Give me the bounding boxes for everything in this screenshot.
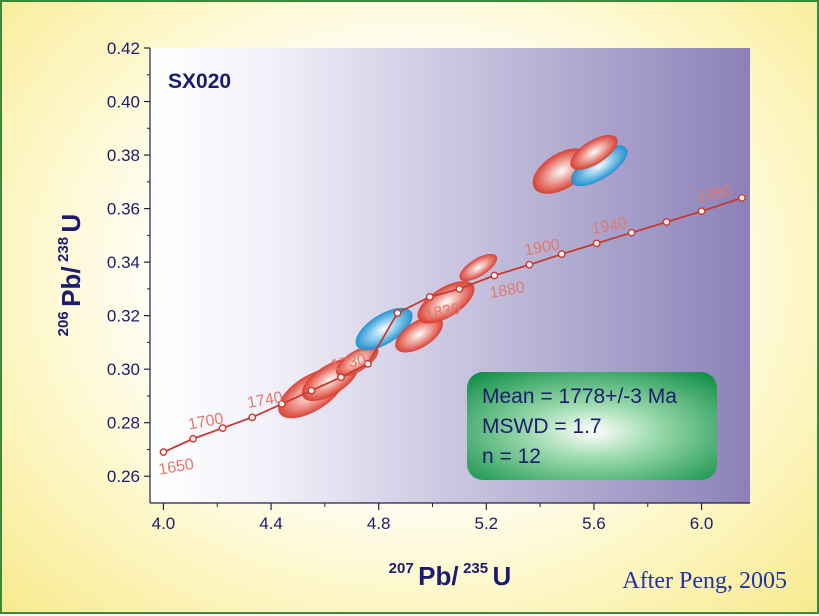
y-tick-label-8: 0.42 [107,39,140,58]
concordia-point-2 [218,424,227,432]
concordia-point-6 [337,373,345,382]
age-label-1940: 1940 [590,215,628,238]
y-tick-label-3: 0.32 [107,307,140,326]
age-label-1650: 1650 [157,456,195,479]
y-axis-label: 206 Pb/ 238 U [55,214,86,337]
y-tick-label-7: 0.40 [107,93,140,112]
concordia-curve [159,193,746,457]
y-label-base2: U [56,214,86,233]
error-ellipse-4 [395,316,443,353]
y-tick-label-6: 0.38 [107,146,140,165]
concordia-point-13 [557,250,566,258]
stats-box: Mean = 1778+/-3 Ma MSWD = 1.7 n = 12 [467,372,717,480]
y-label-base1: Pb/ [56,266,86,306]
x-label-sup1: 207 [389,560,414,577]
x-tick-label-0: 4.0 [152,514,176,533]
credit-text: After Peng, 2005 [622,568,787,594]
age-label-1830: 1830 [424,301,462,324]
axes: 0.26 0.28 0.30 0.32 0.34 0.36 0.38 0.40 0.42 4.0 4… [107,39,750,533]
x-label-base1: Pb/ [418,561,458,591]
concordia-point-14 [592,239,601,248]
y-tick-label-1: 0.28 [107,414,140,433]
y-label-sup1: 206 [55,311,72,336]
x-tick-label-2: 4.8 [367,514,391,533]
stats-box-bg [467,372,717,480]
x-axis-label: 207 Pb/ 235 U [389,560,512,591]
age-label-1700: 1700 [187,410,225,433]
concordia-point-11 [490,271,499,280]
concordia-point-3 [248,413,257,422]
x-tick-label-1: 4.4 [259,514,283,533]
concordia-point-9 [425,293,434,301]
concordia-point-18 [738,193,746,202]
y-tick-label-2: 0.30 [107,360,140,379]
x-tick-label-4: 5.6 [582,514,606,533]
x-label-sup2: 235 [463,560,488,577]
age-label-1980: 1980 [695,183,733,206]
y-tick-label-4: 0.34 [107,253,140,272]
concordia-point-16 [662,218,671,226]
concordia-point-8 [393,309,402,317]
age-labels: 1650 1700 1740 1730 1830 1900 1880 1940 1980 [157,183,733,479]
x-tick-label-5: 6.0 [690,514,714,533]
concordia-point-7 [364,359,372,368]
concordia-point-17 [697,207,706,216]
age-label-1900: 1900 [523,236,561,259]
stats-n: n = 12 [482,445,541,468]
stats-mswd: MSWD = 1.7 [482,415,602,438]
age-label-1880: 1880 [488,279,526,302]
error-ellipse-8 [571,145,628,187]
concordia-point-15 [627,228,636,237]
concordia-point-10 [455,284,464,293]
x-tick-label-3: 5.2 [475,514,499,533]
y-tick-label-5: 0.36 [107,200,140,219]
y-label-sup2: 238 [55,237,72,262]
concordia-point-4 [277,400,286,408]
age-label-1730: 1730 [329,352,367,375]
error-ellipse-6 [459,253,498,282]
stats-mean: Mean = 1778+/-3 Ma [482,385,677,408]
chart-title: SX020 [168,70,231,93]
concordia-point-0 [159,448,168,457]
error-ellipse-9 [570,134,618,170]
concordia-point-1 [189,434,197,443]
error-ellipse-2 [335,345,379,377]
concordia-point-5 [307,386,316,395]
y-tick-label-0: 0.26 [107,467,140,486]
concordia-point-12 [525,260,534,269]
age-label-1740: 1740 [246,389,284,412]
error-ellipse-3 [355,307,413,351]
x-label-base2: U [493,561,512,591]
